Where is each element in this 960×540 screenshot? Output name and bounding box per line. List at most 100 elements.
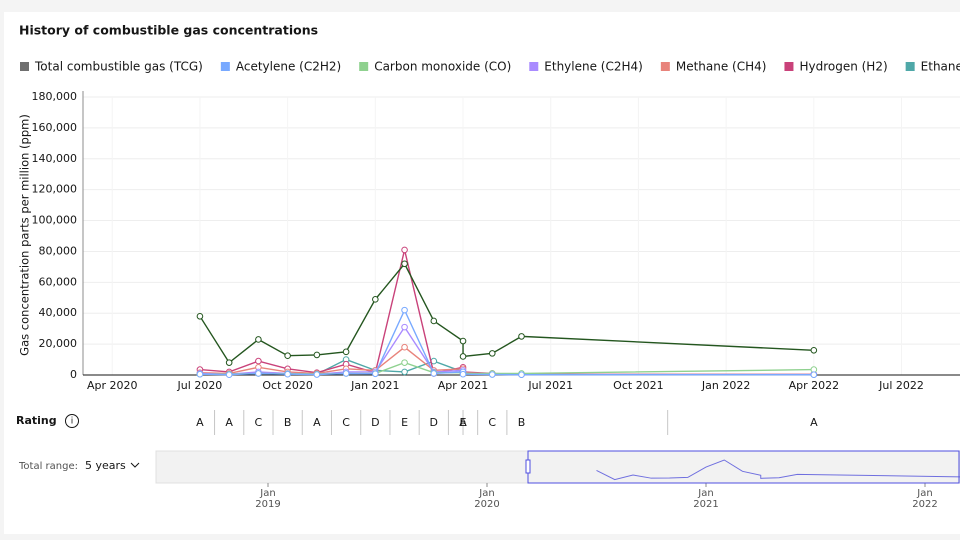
range-label: Total range: [18,461,78,472]
legend-label: Hydrogen (H2) [799,60,887,74]
data-point [196,370,204,378]
data-point [459,353,467,360]
data-point [372,370,379,378]
series-line [199,262,814,364]
legend-swatch [784,62,794,71]
data-point [196,313,204,320]
range-tick-month: Jan [697,488,713,499]
range-tick-year: 2019 [255,499,280,510]
legend-swatch [660,62,670,71]
data-point [401,368,408,376]
data-point [313,351,321,359]
rating: A [810,416,818,429]
x-tick-label: Oct 2020 [262,379,313,392]
data-point [284,370,291,378]
data-point [255,336,262,343]
data-point [225,371,233,378]
rating: E [460,416,467,429]
data-point [401,323,408,331]
data-point [401,246,408,254]
y-tick-label: 40,000 [39,306,78,319]
range-tick-month: Jan [478,488,494,499]
data-point [810,346,818,354]
data-point [225,359,233,366]
range-tick-year: 2020 [474,499,499,510]
range-track [155,450,960,484]
rating-label: Rating [16,414,57,427]
legend-label: Ethylene (C2H4) [544,60,643,74]
legend-label: Ethane (C2H6) [921,60,960,74]
y-tick-label: 180,000 [32,90,78,103]
x-tick-label: Jul 2021 [527,379,573,392]
rating: B [284,416,292,429]
legend-label: Acetylene (C2H2) [236,60,341,74]
range-dropdown[interactable]: 5 years [85,459,126,472]
rating: D [371,416,379,429]
data-point [342,348,350,356]
legend-swatch [905,62,915,71]
y-tick-label: 140,000 [32,152,78,165]
legend-swatch [20,62,29,71]
data-point [401,343,408,351]
range-handle[interactable] [525,459,531,474]
info-icon[interactable] [65,414,79,428]
legend-swatch [529,62,539,71]
rating: D [430,416,438,429]
chart-title: History of combustible gas concentration… [19,23,318,38]
range-tick-month: Jan [916,488,932,499]
x-tick-label: Jan 2021 [350,379,399,392]
x-tick-label: Jul 2020 [177,379,223,392]
rating: C [342,416,350,429]
legend-label: Total combustible gas (TCG) [34,60,203,74]
y-tick-label: 160,000 [32,121,78,134]
data-point [255,357,262,365]
data-point [459,337,467,345]
rating: B [518,416,526,429]
range-tick-month: Jan [259,488,275,499]
series-line [199,308,814,376]
x-tick-label: Apr 2022 [789,379,840,392]
rating: C [255,416,263,429]
data-point [459,370,467,378]
y-tick-label: 0 [70,368,77,381]
y-tick-label: 100,000 [32,214,78,227]
card [4,12,960,534]
data-point [518,333,525,340]
data-point [430,317,438,325]
dropdown-chevron [130,462,140,468]
data-point [810,371,818,378]
range-tick-year: 2021 [693,499,718,510]
legend-swatch [359,62,369,71]
legend-swatch [220,62,230,71]
rating: E [401,416,408,429]
legend-label: Carbon monoxide (CO) [374,60,511,74]
range-line [596,459,960,481]
y-tick-label: 120,000 [32,183,78,196]
x-tick-label: Jan 2022 [701,379,750,392]
rating: C [488,416,496,429]
rating: A [225,416,233,429]
y-axis-label: Gas concentration parts per million (ppm… [18,114,32,356]
data-point [518,371,525,378]
y-tick-label: 60,000 [39,275,78,288]
y-tick-label: 20,000 [39,337,78,350]
data-point [488,350,496,357]
data-point [401,260,408,268]
range-tick-year: 2022 [912,499,937,510]
data-point [430,370,438,377]
legend-label: Methane (CH4) [676,60,767,74]
data-point [342,370,350,377]
data-point [284,352,291,359]
data-point [401,306,408,314]
x-tick-label: Oct 2021 [613,379,664,392]
x-tick-label: Jul 2022 [878,379,924,392]
rating: A [196,416,204,429]
rating: A [313,416,321,429]
data-point [488,371,496,378]
data-point [401,359,408,366]
x-tick-label: Apr 2021 [438,379,489,392]
x-tick-label: Apr 2020 [87,379,138,392]
data-point [255,370,262,377]
